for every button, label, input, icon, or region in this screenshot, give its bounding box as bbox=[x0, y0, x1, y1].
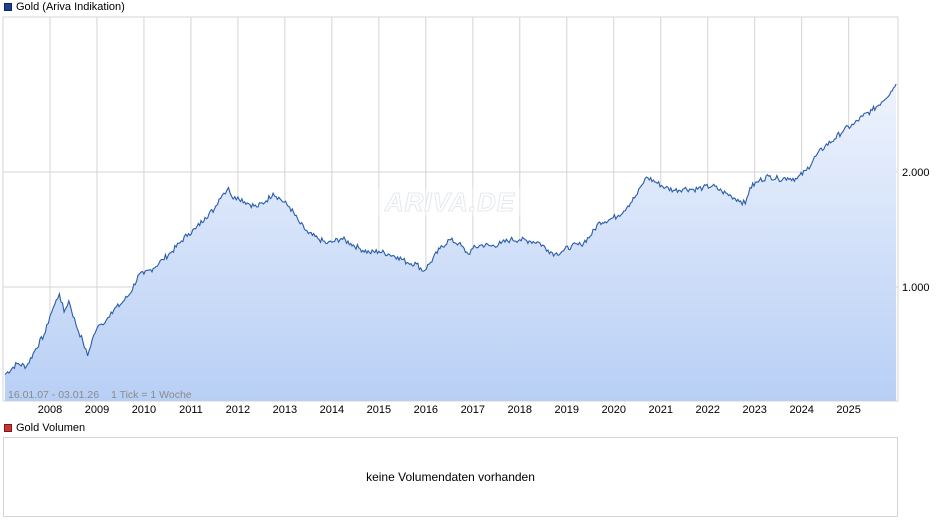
x-tick-label: 2023 bbox=[742, 404, 766, 416]
x-tick-label: 2009 bbox=[85, 404, 109, 416]
x-tick-label: 2008 bbox=[38, 404, 62, 416]
x-tick-label: 2024 bbox=[789, 404, 813, 416]
volume-legend: Gold Volumen bbox=[4, 421, 85, 435]
y-axis-ticks: 1.000 2.000 bbox=[902, 167, 930, 294]
watermark: ARIVA.DE bbox=[378, 187, 522, 218]
x-tick-label: 2025 bbox=[836, 404, 860, 416]
y-tick-label: 1.000 bbox=[902, 282, 930, 294]
main-legend-label: Gold (Ariva Indikation) bbox=[16, 1, 125, 13]
tick-info-text: 1 Tick = 1 Woche bbox=[111, 389, 192, 401]
volume-legend-label: Gold Volumen bbox=[16, 422, 86, 434]
x-tick-label: 2016 bbox=[414, 404, 438, 416]
x-tick-label: 2015 bbox=[367, 404, 391, 416]
main-legend-swatch bbox=[4, 3, 12, 11]
price-area bbox=[4, 84, 897, 401]
volume-legend-swatch bbox=[4, 424, 12, 432]
y-tick-label: 2.000 bbox=[902, 167, 930, 179]
x-tick-label: 2022 bbox=[695, 404, 719, 416]
x-tick-label: 2021 bbox=[649, 404, 673, 416]
x-tick-label: 2011 bbox=[179, 404, 203, 416]
x-tick-label: 2017 bbox=[461, 404, 485, 416]
price-line bbox=[4, 83, 897, 375]
volume-empty-message: keine Volumendaten vorhanden bbox=[366, 470, 535, 484]
x-tick-label: 2018 bbox=[508, 404, 532, 416]
main-legend: Gold (Ariva Indikation) bbox=[4, 0, 125, 14]
date-range-text: 16.01.07 - 03.01.26 bbox=[8, 389, 99, 401]
x-tick-label: 2019 bbox=[555, 404, 579, 416]
x-tick-label: 2014 bbox=[320, 404, 344, 416]
watermark-text: ARIVA.DE bbox=[384, 187, 515, 217]
volume-panel: keine Volumendaten vorhanden bbox=[3, 437, 898, 517]
x-tick-label: 2020 bbox=[602, 404, 626, 416]
x-tick-label: 2012 bbox=[226, 404, 250, 416]
x-tick-label: 2013 bbox=[273, 404, 297, 416]
x-axis-ticks: 2008 2009 2010 2011 2012 2013 2014 2015 2016 2017… bbox=[38, 404, 861, 416]
x-tick-label: 2010 bbox=[132, 404, 156, 416]
price-chart: ARIVA.DE 1.000 2.000 2008 2009 2010 2011 2012… bbox=[2, 16, 930, 416]
